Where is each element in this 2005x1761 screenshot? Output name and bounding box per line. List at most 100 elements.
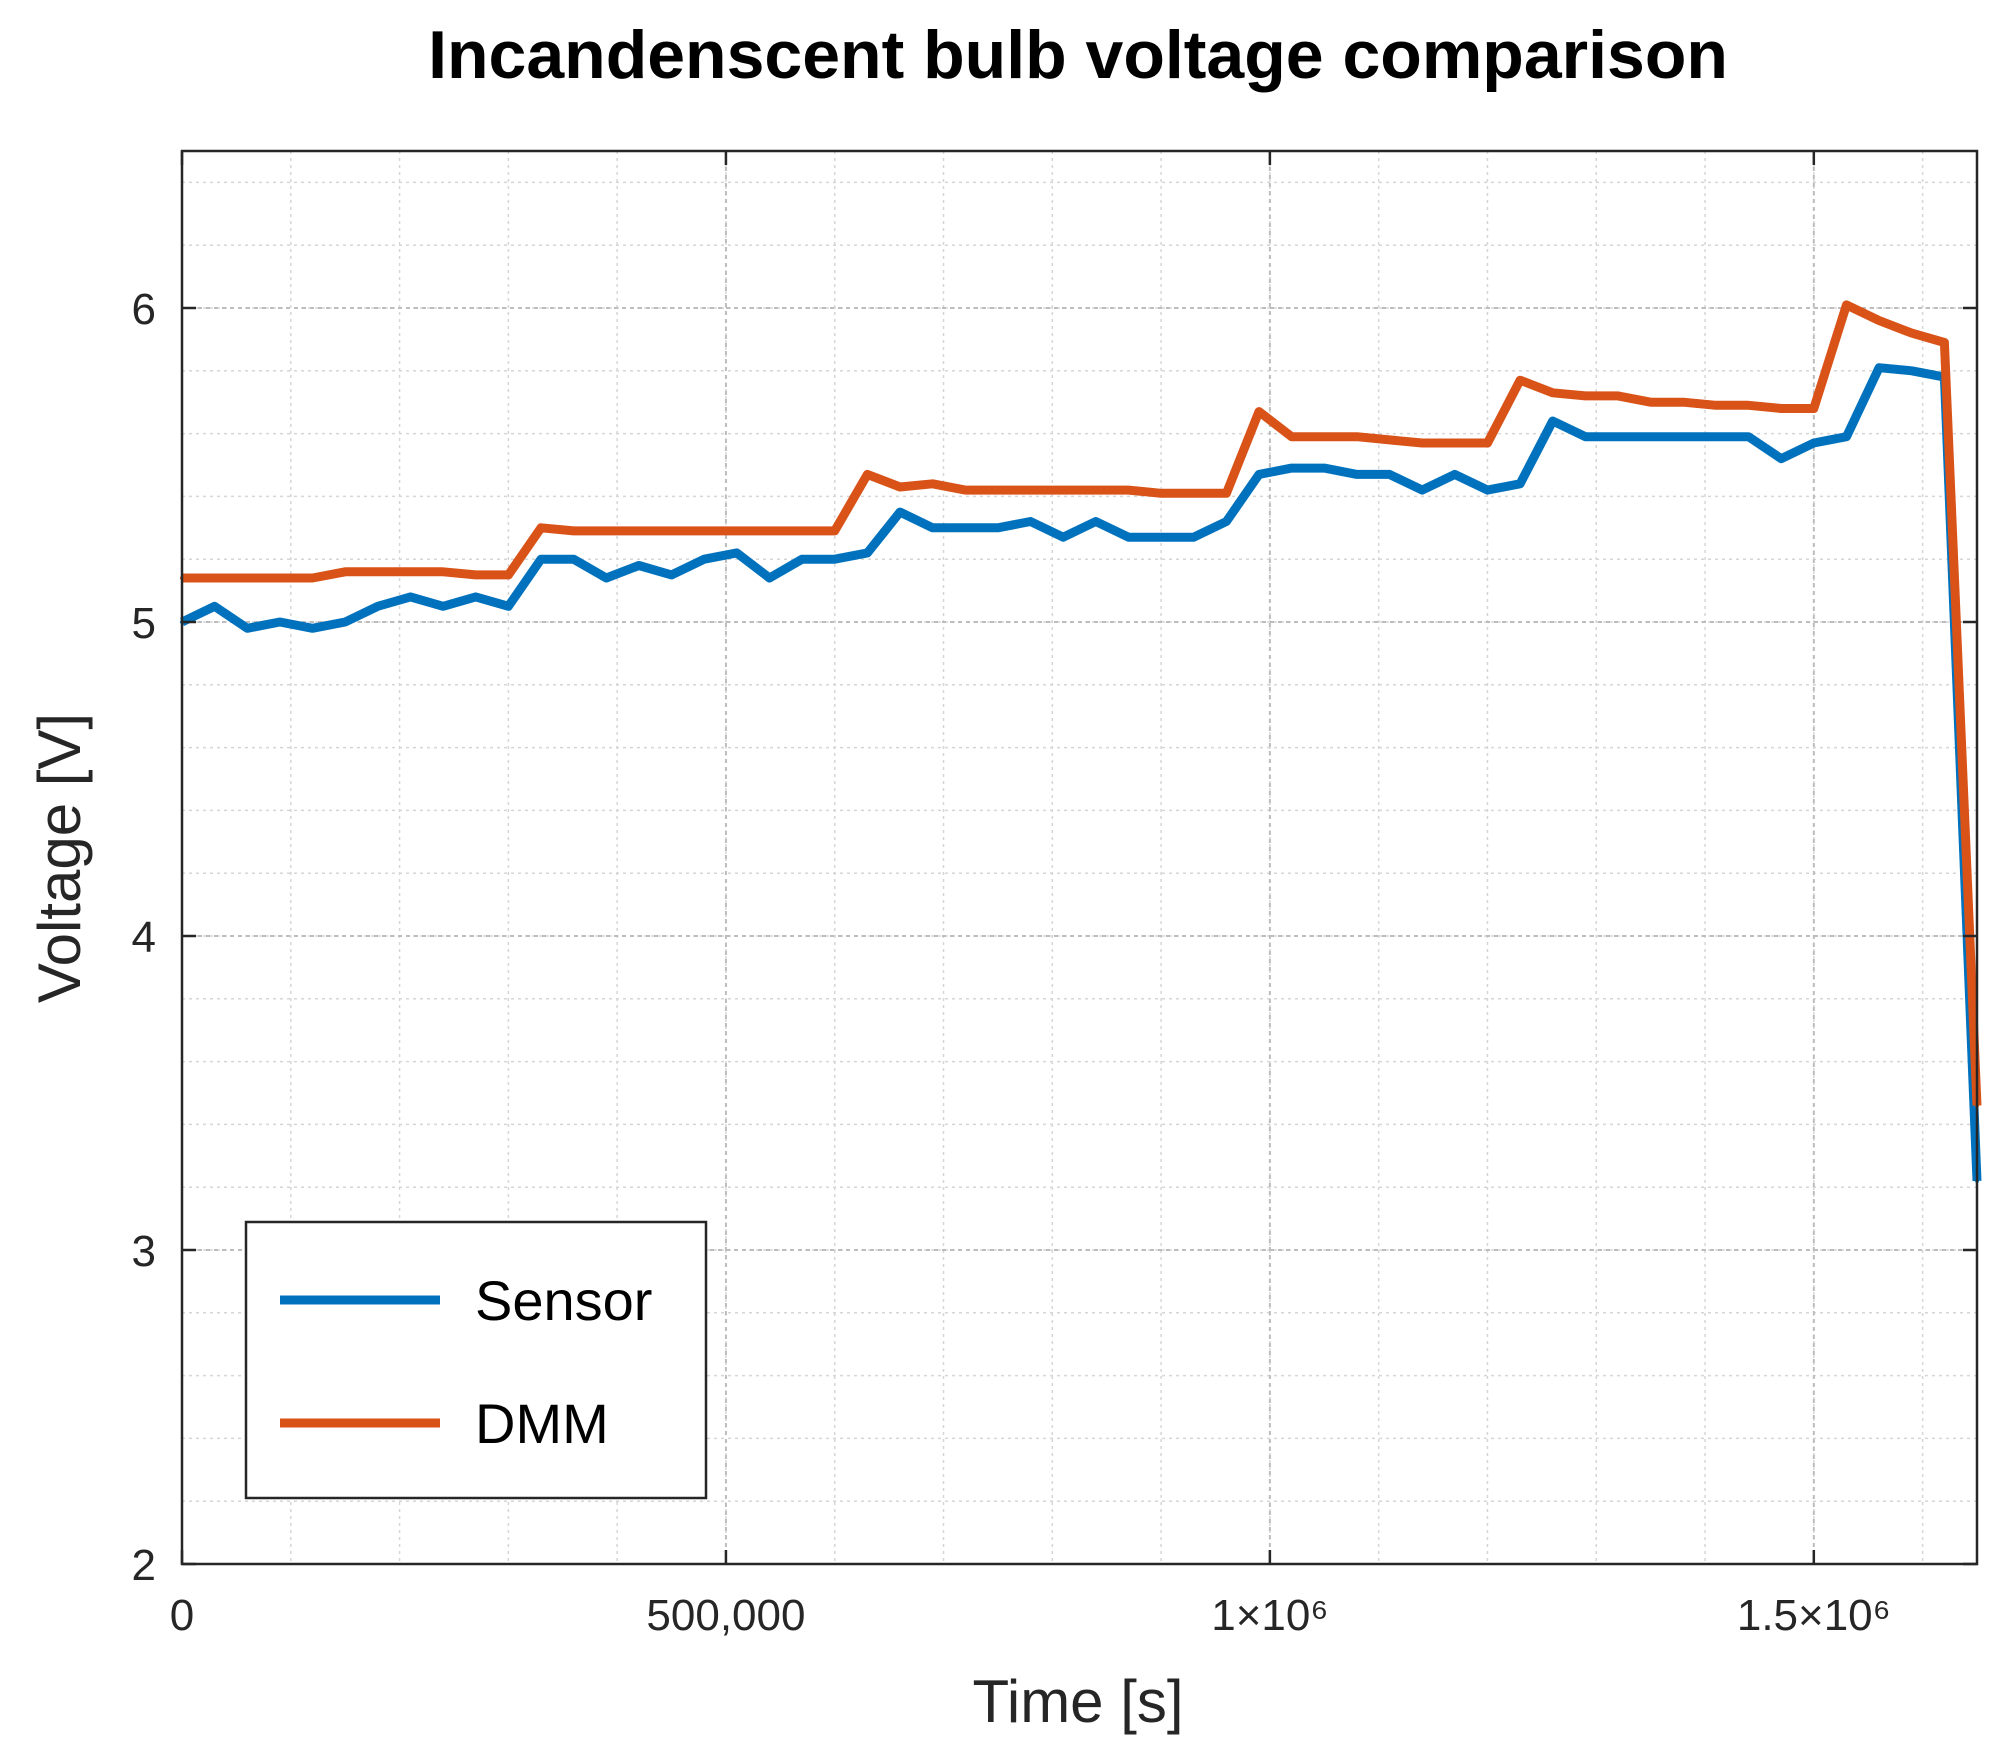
legend-label-sensor: Sensor	[475, 1269, 652, 1332]
data-point-dmm	[1713, 403, 1718, 408]
data-point-sensor	[832, 557, 837, 562]
data-point-dmm	[1191, 491, 1196, 496]
data-point-sensor	[800, 557, 805, 562]
data-point-sensor	[1681, 434, 1686, 439]
data-point-dmm	[1909, 331, 1914, 336]
data-point-dmm	[963, 488, 968, 493]
data-point-dmm	[1093, 488, 1098, 493]
data-point-dmm	[832, 528, 837, 533]
data-point-dmm	[212, 576, 217, 581]
data-point-dmm	[571, 528, 576, 533]
data-point-sensor	[343, 620, 348, 624]
data-point-sensor	[898, 510, 902, 515]
data-point-dmm	[1844, 302, 1849, 307]
data-point-dmm	[1126, 488, 1131, 493]
data-point-dmm	[506, 572, 511, 577]
data-point-dmm	[734, 528, 739, 533]
data-point-sensor	[1909, 368, 1914, 373]
data-point-dmm	[1420, 441, 1425, 446]
data-point-dmm	[1779, 406, 1784, 411]
data-point-sensor	[963, 525, 968, 530]
data-point-dmm	[865, 472, 870, 477]
data-point-sensor	[375, 604, 380, 609]
data-point-dmm	[1159, 491, 1164, 496]
data-point-dmm	[1811, 406, 1816, 411]
data-point-dmm	[539, 525, 543, 530]
data-point-dmm	[1387, 437, 1392, 442]
data-point-sensor	[1746, 434, 1751, 439]
data-point-sensor	[1093, 519, 1098, 524]
data-point-dmm	[375, 569, 380, 574]
data-point-dmm	[1485, 441, 1490, 446]
data-point-dmm	[1648, 400, 1653, 405]
data-point-sensor	[604, 576, 609, 581]
data-point-sensor	[408, 594, 413, 599]
data-point-sensor	[669, 572, 674, 577]
x-tick-label: 1×10⁶	[1211, 1591, 1328, 1640]
data-point-sensor	[1387, 472, 1392, 477]
data-point-dmm	[310, 576, 315, 581]
y-tick-label: 5	[132, 599, 156, 648]
data-point-dmm	[1028, 488, 1033, 493]
data-point-dmm	[1224, 491, 1229, 496]
y-axis-ticks: 2 3 4 5 6	[132, 285, 1977, 1590]
legend: Sensor DMM	[244, 1220, 708, 1500]
data-point-dmm	[767, 528, 772, 533]
data-point-sensor	[1518, 481, 1523, 486]
y-tick-label: 6	[132, 285, 156, 334]
data-point-sensor	[441, 604, 446, 609]
data-point-dmm	[995, 488, 1000, 493]
data-point-sensor	[1485, 488, 1490, 493]
data-point-sensor	[571, 557, 576, 562]
data-point-sensor	[1289, 466, 1294, 471]
data-point-dmm	[1616, 393, 1620, 398]
data-point-dmm	[1942, 340, 1947, 345]
data-point-dmm	[473, 572, 478, 577]
data-point-sensor	[636, 563, 641, 568]
data-point-sensor	[1191, 535, 1196, 540]
data-point-dmm	[1289, 434, 1294, 439]
data-point-sensor	[1616, 434, 1620, 439]
data-point-dmm	[1452, 441, 1457, 446]
data-point-sensor	[1322, 466, 1327, 471]
x-axis-label: Time [s]	[972, 1668, 1183, 1735]
legend-box	[244, 1220, 708, 1500]
data-point-sensor	[245, 626, 250, 631]
data-point-sensor	[1811, 441, 1816, 446]
data-point-dmm	[1061, 488, 1066, 493]
data-point-dmm	[1681, 400, 1686, 405]
data-point-sensor	[1420, 488, 1425, 493]
data-point-dmm	[1257, 409, 1261, 414]
data-point-sensor	[1159, 535, 1164, 540]
y-tick-label: 2	[132, 1541, 156, 1590]
data-point-sensor	[1224, 519, 1229, 524]
data-point-dmm	[669, 528, 674, 533]
data-point-dmm	[604, 528, 609, 533]
y-axis-label: Voltage [V]	[26, 713, 93, 1003]
series-line-sensor	[180, 363, 1982, 1182]
data-point-sensor	[212, 604, 217, 609]
data-point-sensor	[1257, 472, 1261, 477]
data-point-sensor	[539, 557, 543, 562]
data-point-sensor	[1028, 519, 1033, 524]
data-point-sensor	[930, 525, 935, 530]
series-group	[180, 300, 1982, 1183]
data-point-dmm	[408, 569, 413, 574]
data-point-sensor	[1452, 472, 1457, 477]
data-point-dmm	[277, 576, 282, 581]
data-point-sensor	[277, 620, 282, 624]
data-point-sensor	[1583, 434, 1588, 439]
data-point-sensor	[1648, 434, 1653, 439]
data-point-dmm	[1322, 434, 1327, 439]
data-point-dmm	[636, 528, 641, 533]
data-point-sensor	[1844, 434, 1849, 439]
data-point-dmm	[702, 528, 707, 533]
data-point-dmm	[800, 528, 805, 533]
data-point-dmm	[1877, 318, 1882, 323]
chart-title: Incandenscent bulb voltage comparison	[428, 17, 1728, 93]
data-point-dmm	[1583, 393, 1588, 398]
data-point-sensor	[1713, 434, 1718, 439]
series-line-dmm	[182, 300, 1982, 1106]
data-point-sensor	[506, 604, 511, 609]
x-tick-label: 1.5×10⁶	[1737, 1591, 1891, 1640]
